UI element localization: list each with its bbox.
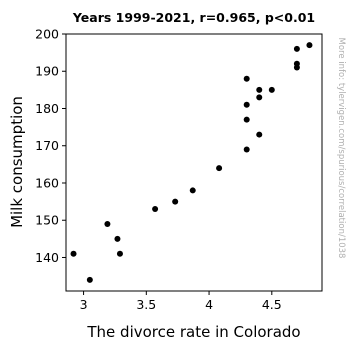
data-point xyxy=(172,198,179,205)
y-tick-label: 180 xyxy=(35,101,59,116)
y-tick-label: 140 xyxy=(35,250,59,265)
y-tick-label: 170 xyxy=(35,138,59,153)
data-point xyxy=(256,131,263,138)
data-point xyxy=(243,101,250,108)
y-tick-label: 190 xyxy=(35,64,59,79)
data-point xyxy=(306,42,313,49)
data-point xyxy=(293,45,300,52)
data-point xyxy=(256,86,263,93)
x-axis: 3 3.5 4 4.5 xyxy=(80,291,282,312)
plot-area xyxy=(65,33,323,292)
chart-title: Years 1999-2021, r=0.965, p<0.01 xyxy=(72,10,315,25)
y-tick-label: 160 xyxy=(35,175,59,190)
data-point xyxy=(256,94,263,101)
data-point xyxy=(189,187,196,194)
y-tick-label: 200 xyxy=(35,27,59,42)
y-axis: 140 150 160 170 180 190 200 xyxy=(35,27,66,265)
data-point xyxy=(216,165,223,172)
data-points xyxy=(70,42,313,283)
data-point xyxy=(243,75,250,82)
data-point xyxy=(70,250,77,257)
y-axis-label: Milk consumption xyxy=(8,96,26,228)
x-axis-label: The divorce rate in Colorado xyxy=(86,323,300,339)
x-tick-label: 3 xyxy=(80,297,88,312)
data-point xyxy=(114,235,121,242)
data-point xyxy=(116,250,123,257)
data-point xyxy=(293,64,300,71)
data-point xyxy=(104,220,111,227)
plot-frame xyxy=(65,33,323,292)
data-point xyxy=(268,86,275,93)
x-tick-label: 3.5 xyxy=(136,297,156,312)
data-point xyxy=(86,276,93,283)
source-note: More info: tylervigen.com/spurious/corre… xyxy=(336,38,346,259)
data-point xyxy=(243,116,250,123)
x-tick-label: 4.5 xyxy=(262,297,282,312)
data-point xyxy=(152,206,159,213)
data-point xyxy=(243,146,250,153)
x-tick-label: 4 xyxy=(205,297,213,312)
y-tick-label: 150 xyxy=(35,213,59,228)
